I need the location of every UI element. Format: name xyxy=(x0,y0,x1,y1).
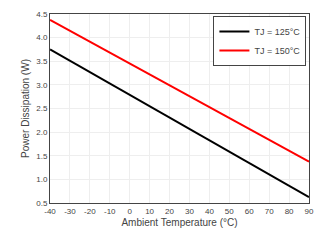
svg-text:4.5: 4.5 xyxy=(36,10,48,19)
svg-text:90: 90 xyxy=(305,207,314,216)
svg-text:Ambient Temperature (°C): Ambient Temperature (°C) xyxy=(121,217,237,228)
svg-text:2.0: 2.0 xyxy=(36,128,48,137)
svg-text:50: 50 xyxy=(225,207,234,216)
svg-text:Power Dissipation (W): Power Dissipation (W) xyxy=(20,59,31,158)
svg-text:-40: -40 xyxy=(44,207,56,216)
svg-text:30: 30 xyxy=(185,207,194,216)
svg-text:-30: -30 xyxy=(64,207,76,216)
svg-text:3.0: 3.0 xyxy=(36,81,48,90)
svg-text:10: 10 xyxy=(145,207,154,216)
svg-text:3.5: 3.5 xyxy=(36,57,48,66)
svg-text:1.0: 1.0 xyxy=(36,175,48,184)
svg-text:-10: -10 xyxy=(104,207,116,216)
svg-text:2.5: 2.5 xyxy=(36,104,48,113)
svg-text:60: 60 xyxy=(245,207,254,216)
svg-text:40: 40 xyxy=(205,207,214,216)
svg-text:70: 70 xyxy=(265,207,274,216)
svg-text:-20: -20 xyxy=(84,207,96,216)
svg-text:20: 20 xyxy=(165,207,174,216)
svg-text:80: 80 xyxy=(285,207,294,216)
svg-text:TJ = 125°C: TJ = 125°C xyxy=(254,27,300,37)
svg-text:1.5: 1.5 xyxy=(36,152,48,161)
svg-text:TJ = 150°C: TJ = 150°C xyxy=(254,46,300,56)
svg-text:0.5: 0.5 xyxy=(36,199,48,208)
svg-text:0: 0 xyxy=(127,207,132,216)
svg-text:4.0: 4.0 xyxy=(36,33,48,42)
